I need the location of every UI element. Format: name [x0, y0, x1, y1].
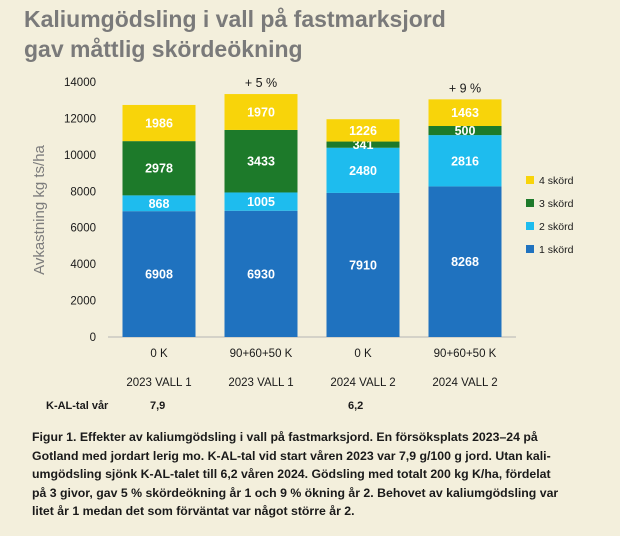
bar-segment-2-skörd — [122, 195, 196, 212]
legend-label: 2 skörd — [539, 221, 574, 233]
bar-segment-3-skörd — [428, 126, 502, 136]
x-category-label: 90+60+50 K — [230, 348, 293, 360]
x-group-label: 2023 VALL 1 — [126, 377, 191, 389]
figure-caption: Figur 1. Effekter av kaliumgödsling i va… — [32, 428, 588, 521]
caption-line-1: Figur 1. Effekter av kaliumgödsling i va… — [32, 430, 538, 444]
data-label: 6908 — [145, 268, 173, 282]
x-group-label: 2024 VALL 2 — [330, 377, 395, 389]
bar-segment-4-skörd — [326, 119, 400, 142]
data-label: 341 — [353, 138, 374, 152]
chart-title: Kaliumgödsling i vall på fastmarksjord g… — [24, 4, 584, 64]
data-label: 7910 — [349, 258, 377, 272]
legend-label: 1 skörd — [539, 244, 574, 256]
y-tick-label: 4000 — [70, 259, 96, 271]
data-label: 1970 — [247, 105, 275, 119]
y-tick-label: 2000 — [70, 296, 96, 308]
y-tick-label: 6000 — [70, 223, 96, 235]
bar-segment-1-skörd — [326, 192, 400, 337]
data-label: 500 — [455, 124, 476, 138]
caption-line-3: umgödsling sjönk K-AL-talet till 6,2 vår… — [32, 467, 551, 482]
bar-segment-2-skörd — [428, 135, 502, 187]
increase-annotation: + 5 % — [245, 76, 277, 90]
data-label: 1463 — [451, 106, 479, 120]
chart-title-line-1: Kaliumgödsling i vall på fastmarksjord — [24, 6, 446, 32]
bar-segment-2-skörd — [326, 147, 400, 193]
increase-annotation: + 9 % — [449, 81, 481, 95]
x-category-label: 0 K — [150, 348, 168, 360]
caption-line-2: Gotland med jordart lerig mo. K-AL-tal v… — [32, 448, 551, 463]
bar-segment-2-skörd — [224, 192, 298, 211]
data-label: 1005 — [247, 195, 275, 209]
y-axis-label: Avkastning kg ts/ha — [31, 144, 48, 274]
caption-line-5: litet år 1 medan det som förväntat var n… — [32, 504, 355, 519]
data-label: 6930 — [247, 267, 275, 281]
legend-swatch — [526, 222, 534, 230]
bar-segment-4-skörd — [428, 99, 502, 127]
kal-value-2024: 6,2 — [348, 400, 364, 412]
bar-segment-1-skörd — [428, 186, 502, 337]
data-label: 2480 — [349, 164, 377, 178]
kal-row-label: K-AL-tal vår — [46, 400, 109, 412]
y-tick-label: 0 — [90, 332, 96, 344]
legend-swatch — [526, 176, 534, 184]
chart-title-line-2: gav måttlig skördeökning — [24, 36, 303, 62]
data-label: 1226 — [349, 124, 377, 138]
y-tick-label: 12000 — [64, 113, 96, 125]
bar-segment-1-skörd — [224, 210, 298, 337]
bar-segment-3-skörd — [224, 129, 298, 193]
y-tick-label: 14000 — [64, 77, 96, 89]
x-category-label: 90+60+50 K — [434, 348, 497, 360]
kal-value-2023: 7,9 — [150, 400, 166, 412]
stacked-bar-chart: 0 2000 4000 6000 8000 10000 12000 14000 Avkastni… — [31, 76, 574, 389]
data-label: 1986 — [145, 117, 173, 131]
x-group-label: 2023 VALL 1 — [228, 377, 293, 389]
x-group-label: 2024 VALL 2 — [432, 377, 497, 389]
legend-label: 3 skörd — [539, 198, 574, 210]
data-label: 2816 — [451, 154, 479, 168]
bar-segment-4-skörd — [122, 104, 196, 142]
bar-segment-1-skörd — [122, 211, 196, 337]
legend-label: 4 skörd — [539, 175, 574, 187]
caption-line-4: på 3 givor, gav 5 % skördeökning år 1 oc… — [32, 485, 559, 500]
x-category-label: 0 K — [354, 348, 372, 360]
y-tick-label: 10000 — [64, 150, 96, 162]
data-label: 3433 — [247, 155, 275, 169]
data-label: 2978 — [145, 162, 173, 176]
legend-swatch — [526, 245, 534, 253]
bar-segment-3-skörd — [326, 141, 400, 148]
data-label: 868 — [149, 197, 170, 211]
bar-segment-3-skörd — [122, 141, 196, 196]
y-tick-label: 8000 — [70, 186, 96, 198]
data-label: 8268 — [451, 255, 479, 269]
bar-segment-4-skörd — [224, 94, 298, 130]
legend-swatch — [526, 199, 534, 207]
